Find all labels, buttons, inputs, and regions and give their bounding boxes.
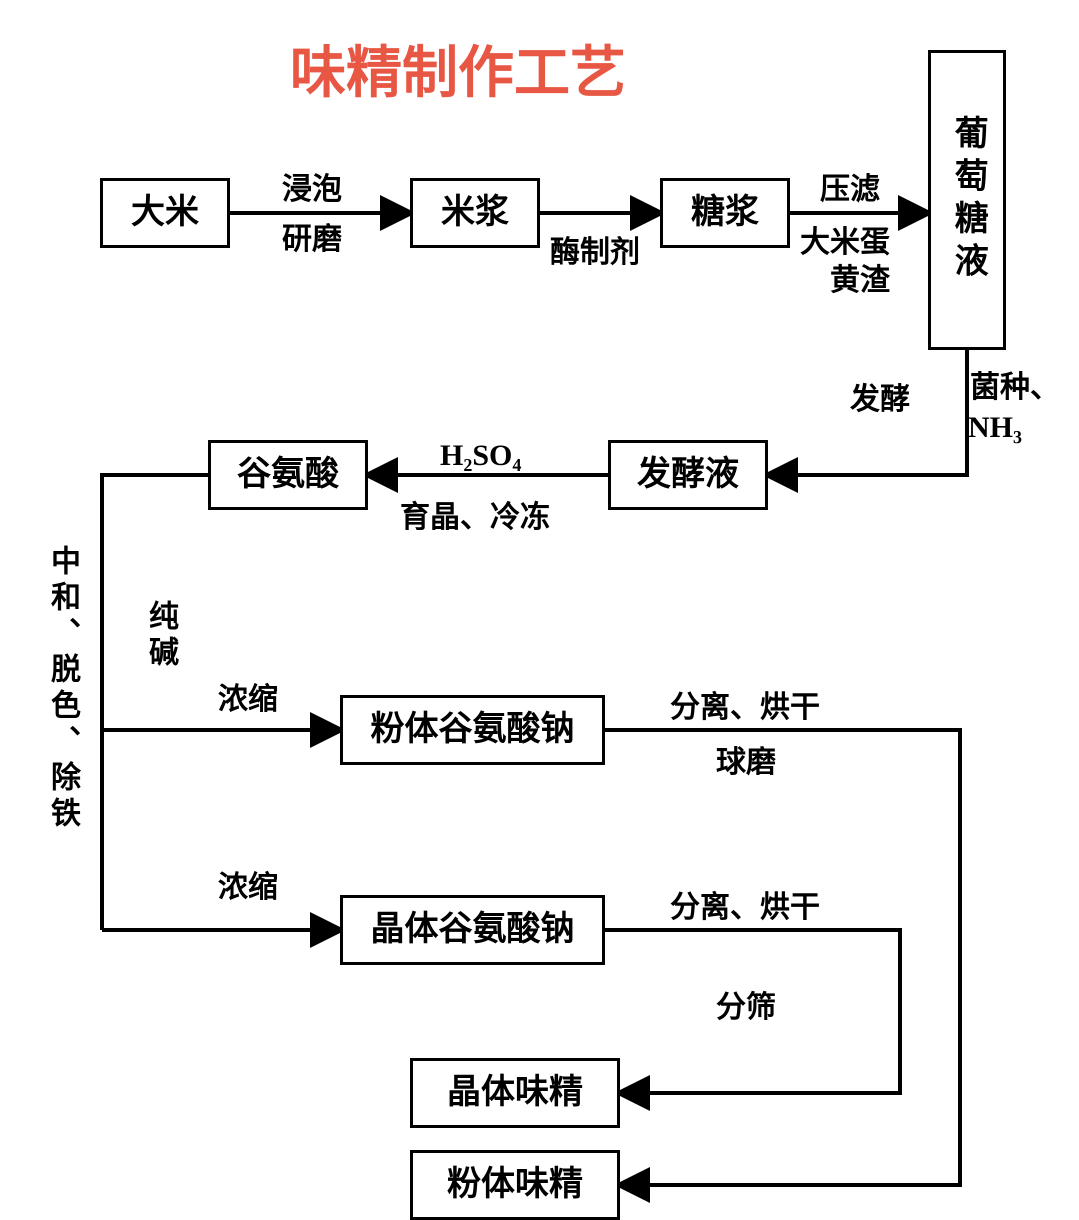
label-h2so4: H₂SO₄	[440, 438, 521, 474]
node-syrup: 糖浆	[660, 178, 790, 248]
label-nh3: NH₃	[968, 410, 1022, 446]
node-glucose: 葡萄糖液	[928, 50, 1006, 350]
node-msg_crystal: 晶体谷氨酸钠	[340, 895, 605, 965]
diagram-title: 味精制作工艺	[290, 28, 626, 109]
node-powder_out: 粉体味精	[410, 1150, 620, 1220]
flowchart-stage: 味精制作工艺大米 米浆 糖浆 葡萄糖液发酵液 谷氨酸粉体谷氨酸钠晶体谷氨酸钠晶体味精粉体…	[0, 0, 1079, 1218]
label-soda_v: 纯碱	[138, 600, 183, 672]
label-ball: 球磨	[716, 745, 776, 781]
node-crystal_out: 晶体味精	[410, 1058, 620, 1128]
label-sep2: 分离、烘干	[670, 890, 820, 926]
node-broth: 发酵液	[608, 440, 768, 510]
label-egg2: 黄渣	[830, 263, 890, 299]
label-ferment: 发酵	[850, 382, 910, 418]
node-glu_acid: 谷氨酸	[208, 440, 368, 510]
node-slurry: 米浆	[410, 178, 540, 248]
node-msg_powder: 粉体谷氨酸钠	[340, 695, 605, 765]
label-sieve: 分筛	[716, 990, 776, 1026]
label-crys_cold: 育晶、冷冻	[400, 500, 550, 536]
label-filter: 压滤	[820, 172, 880, 208]
node-rice: 大米	[100, 178, 230, 248]
label-conc1: 浓缩	[218, 682, 278, 718]
label-conc2: 浓缩	[218, 870, 278, 906]
label-neutral_v: 中和、脱色、除铁	[40, 545, 85, 833]
label-grind: 研磨	[282, 222, 342, 258]
edge-powder-out	[605, 730, 960, 1185]
label-strain: 菌种、	[970, 370, 1060, 406]
label-sep1: 分离、烘干	[670, 690, 820, 726]
label-enzyme: 酶制剂	[550, 235, 640, 271]
label-soak: 浸泡	[282, 172, 342, 208]
edge-gluacid-down	[102, 475, 208, 930]
label-egg: 大米蛋	[800, 225, 890, 261]
